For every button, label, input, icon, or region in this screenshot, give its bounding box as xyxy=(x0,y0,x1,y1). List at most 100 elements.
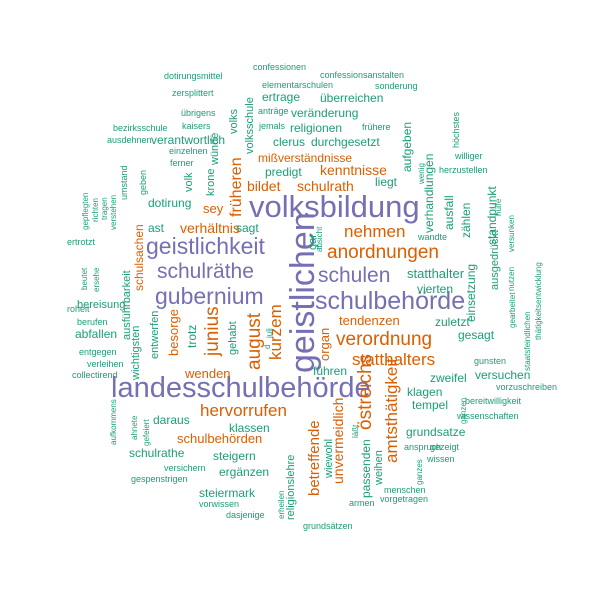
word-ausführbarkeit: ausführbarkeit xyxy=(121,270,133,340)
word-zersplittert: zersplittert xyxy=(172,88,214,98)
word-richten: richten xyxy=(91,197,100,222)
word-jemals: jemals xyxy=(259,121,286,131)
word-anspruch: anspruch xyxy=(404,442,442,452)
word-predigt: predigt xyxy=(265,165,302,179)
word-august: august xyxy=(244,312,265,370)
word-landesschulbehörde: landesschulbehörde xyxy=(111,372,371,404)
word-frühere: frühere xyxy=(362,122,391,132)
word-einzelnen: einzelnen xyxy=(169,146,208,156)
word-besorge: besorge xyxy=(166,309,181,356)
word-collectirend: collectirend xyxy=(72,370,118,380)
word-wissen: wissen xyxy=(427,454,455,464)
word-bereitwilligkeit: bereitwilligkeit xyxy=(465,396,522,406)
word-confessionen: confessionen xyxy=(253,62,307,72)
word-herzustellen: herzustellen xyxy=(439,165,488,175)
word-ersehe: ersehe xyxy=(92,267,101,292)
word-statthalter: statthalter xyxy=(407,266,465,281)
word-gearbeitet: gearbeitet xyxy=(508,292,517,328)
word-klagen: klagen xyxy=(407,385,443,399)
word-schulbehörde: schulbehörde xyxy=(315,287,466,315)
word-wünde: wünde xyxy=(209,132,221,165)
word-tempel: tempel xyxy=(412,398,449,412)
word-daraus: daraus xyxy=(153,413,190,427)
word-volksbildung: volksbildung xyxy=(249,189,420,224)
word-versunken: versunken xyxy=(507,215,516,252)
word-religionen: religionen xyxy=(290,121,343,135)
word-geistlichkeit: geistlichkeit xyxy=(146,233,265,259)
word-grundsätzen: grundsätzen xyxy=(303,521,353,531)
word-östreichs: östreichs xyxy=(355,353,376,430)
word-zweifel: zweifel xyxy=(430,371,467,385)
word-hülfe: hülfe xyxy=(494,198,503,216)
word-volks: volks xyxy=(228,108,240,134)
word-verordnung: verordnung xyxy=(336,329,433,350)
word-volksschule: volksschule xyxy=(244,97,256,154)
word-ertrotzt: ertrotzt xyxy=(67,237,96,247)
word-betreffende: betreffende xyxy=(306,420,323,496)
word-mißverständnisse: mißverständnisse xyxy=(258,151,353,165)
word-tendenzen: tendenzen xyxy=(339,313,400,328)
word-versuchen: versuchen xyxy=(475,368,531,382)
word-schulsachen: schulsachen xyxy=(132,224,146,291)
word-confessionsanstalten: confessionsanstalten xyxy=(320,70,405,80)
word-durchgesetzt: durchgesetzt xyxy=(311,135,380,149)
word-gefeiert: gefeiert xyxy=(142,419,151,446)
word-gesagt: gesagt xyxy=(458,328,495,342)
word-ahnete: ahnete xyxy=(130,415,139,440)
word-dotirungsmittel: dotirungsmittel xyxy=(164,71,223,81)
word-junius: junius xyxy=(202,306,223,356)
word-aufgeben: aufgeben xyxy=(400,121,414,172)
word-amtsthätigkeit: amtsthätigkeit xyxy=(382,358,401,463)
word-anordnungen: anordnungen xyxy=(327,242,439,263)
word-nehmen: nehmen xyxy=(344,222,406,241)
word-elementarschulen: elementarschulen xyxy=(262,80,334,90)
word-religionslehre: religionslehre xyxy=(285,454,297,520)
word-abfallen: abfallen xyxy=(75,327,118,341)
word-ertrage: ertrage xyxy=(262,90,301,104)
word-einsetzung: einsetzung xyxy=(464,263,478,322)
word-berufen: berufen xyxy=(77,317,108,327)
word-beutet: beutet xyxy=(80,267,89,290)
word-gehabt: gehabt xyxy=(227,321,239,355)
word-juli: juli xyxy=(265,328,274,338)
word-vorzuschreiben: vorzuschreiben xyxy=(496,382,558,392)
word-gunsten: gunsten xyxy=(474,356,507,366)
word-anträge: anträge xyxy=(258,106,289,116)
word-aufkommens: aufkommens xyxy=(109,399,118,445)
word-bereisung: bereisung xyxy=(77,299,126,311)
word-organ: organ xyxy=(317,327,332,361)
word-bezirksschule: bezirksschule xyxy=(113,123,168,133)
word-gubernium: gubernium xyxy=(155,283,264,309)
word-sagt: sagt xyxy=(236,221,259,235)
word-übrigens: übrigens xyxy=(181,108,216,118)
word-gespenstrigen: gespenstrigen xyxy=(131,474,188,484)
word-sonderung: sonderung xyxy=(375,81,418,91)
word-nutzen: nutzen xyxy=(507,266,516,291)
word-verhältnis: verhältnis xyxy=(180,220,240,236)
word-schulrathe: schulrathe xyxy=(129,446,185,460)
word-verantwortlich: verantwortlich xyxy=(151,133,226,147)
word-kaisers: kaisers xyxy=(182,121,211,131)
word-roheit: roheit xyxy=(67,304,90,314)
word-schulrath: schulrath xyxy=(297,178,354,194)
word-vorgetragen: vorgetragen xyxy=(380,494,429,504)
word-erheilen: erheilen xyxy=(277,490,286,519)
word-volk: volk xyxy=(183,172,195,192)
word-überreichen: überreichen xyxy=(320,91,384,105)
word-ferner: ferner xyxy=(170,158,194,168)
word-schulbehörden: schulbehörden xyxy=(177,431,263,446)
word-steigern: steigern xyxy=(213,449,256,463)
word-liegt: liegt xyxy=(375,175,398,189)
word-d: d xyxy=(263,344,272,349)
word-vierten: vierten xyxy=(417,282,454,296)
word-ergänzen: ergänzen xyxy=(219,465,270,479)
word-ganzes: ganzes xyxy=(415,459,424,485)
word-bildet: bildet xyxy=(247,178,281,194)
word-gezeigt: gezeigt xyxy=(430,442,460,452)
word-vorwissen: vorwissen xyxy=(199,499,240,509)
word-wenig: wenig xyxy=(417,163,426,184)
word-grundsatze: grundsatze xyxy=(406,425,466,439)
word-steiermark: steiermark xyxy=(199,486,256,500)
word-wandte: wandte xyxy=(418,232,448,242)
